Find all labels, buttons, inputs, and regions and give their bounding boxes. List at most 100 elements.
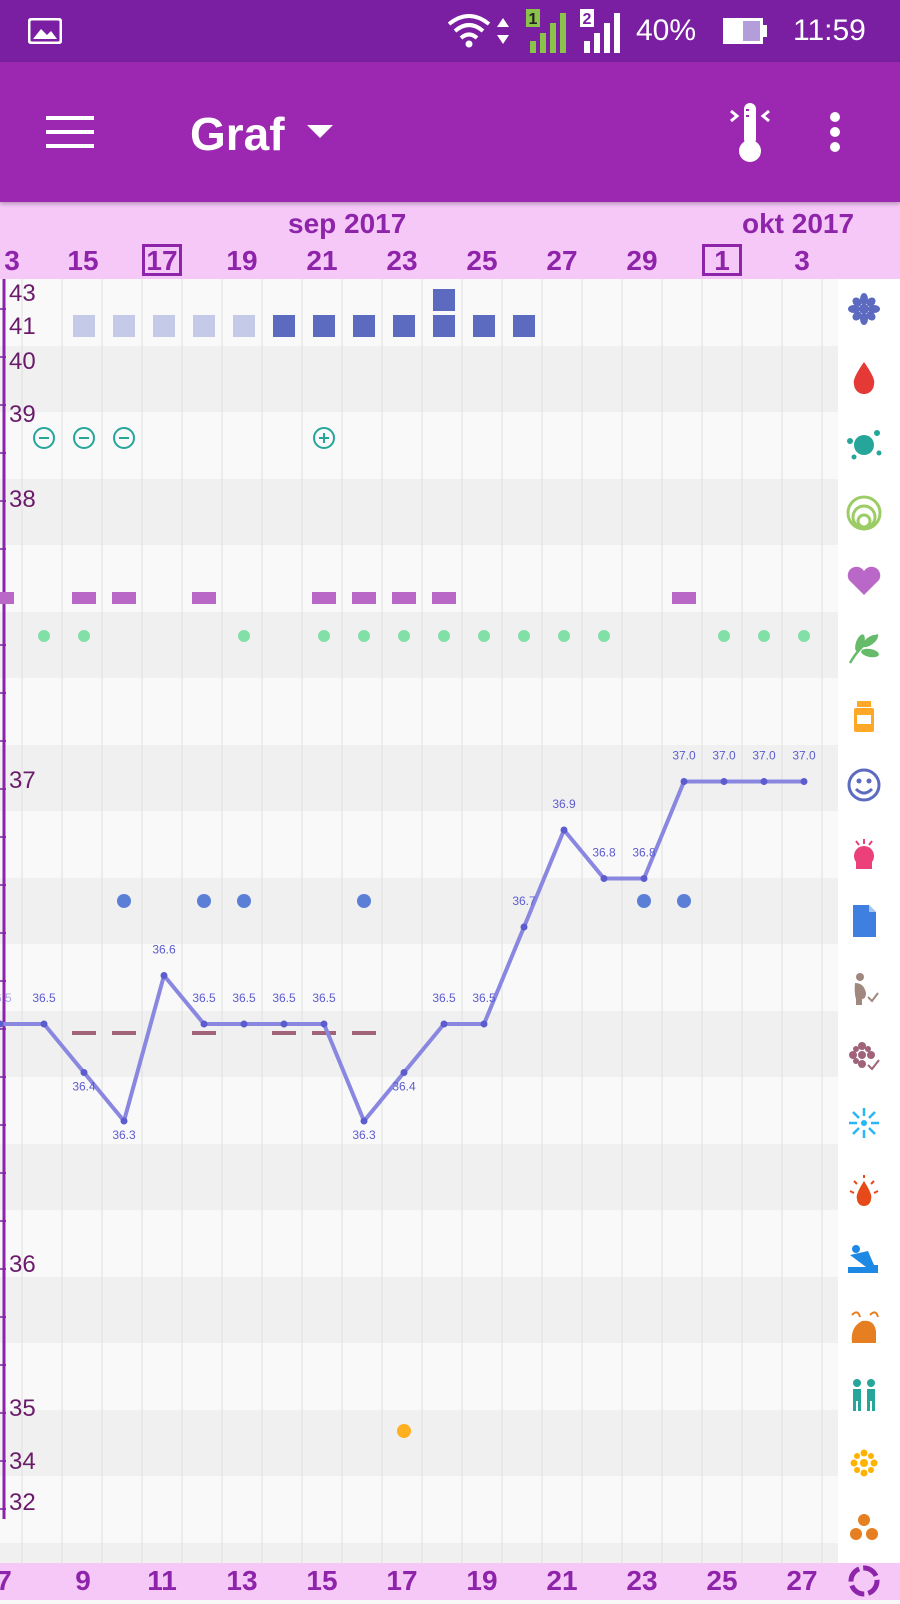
month-label: okt 2017 bbox=[742, 208, 855, 239]
symptom-dot bbox=[38, 630, 50, 642]
chevron-down-icon[interactable] bbox=[300, 117, 340, 147]
note-icon bbox=[853, 905, 876, 937]
chart-band bbox=[0, 412, 838, 479]
temperature-point bbox=[560, 826, 568, 834]
symptom-dot bbox=[598, 630, 610, 642]
clock: 11:59 bbox=[793, 14, 866, 47]
temperature-label: 37.0 bbox=[752, 749, 776, 763]
chart-band bbox=[0, 1210, 838, 1277]
bleeding-light-marker bbox=[113, 315, 135, 337]
symptom-dot bbox=[758, 630, 770, 642]
bleeding-light-marker bbox=[233, 315, 255, 337]
day-label: 15 bbox=[306, 1565, 338, 1596]
thermometer-icon[interactable] bbox=[715, 98, 785, 168]
intercourse-marker bbox=[192, 592, 216, 604]
intercourse-marker bbox=[312, 592, 336, 604]
today-day-label: 17 bbox=[142, 244, 182, 276]
cycle-chart[interactable]: 43 41 40 39 38 37 36 35 34 32 36.5 36.5 36.4 36.3 36.6… bbox=[0, 279, 838, 1563]
chart-band bbox=[0, 1011, 838, 1077]
chart-svg[interactable]: 43 41 40 39 38 37 36 35 34 32 36.5 36.5 36.4 36.3 36.6… bbox=[0, 279, 838, 1563]
mood-dot bbox=[357, 894, 371, 908]
y-axis-label: 32 bbox=[9, 1489, 36, 1516]
drop-pain-icon bbox=[849, 1175, 879, 1206]
y-axis-label: 34 bbox=[9, 1448, 36, 1475]
bleeding-light-marker bbox=[193, 315, 215, 337]
couple-icon bbox=[853, 1379, 875, 1411]
pill-bottle-icon bbox=[854, 701, 874, 732]
symptom-dot bbox=[798, 630, 810, 642]
page-title[interactable]: Graf bbox=[190, 108, 285, 160]
battery-icon bbox=[722, 0, 768, 62]
temperature-label: 36.5 bbox=[32, 991, 56, 1005]
sparkle-icon bbox=[849, 1108, 879, 1138]
flower-check-icon bbox=[849, 1042, 880, 1071]
temperature-label: 36.6 bbox=[152, 943, 176, 957]
temperature-point bbox=[200, 1020, 208, 1028]
cycle-ring-icon bbox=[846, 1563, 882, 1599]
hamburger-menu-icon[interactable] bbox=[30, 102, 110, 162]
symptom-dot bbox=[318, 630, 330, 642]
chart-band bbox=[0, 1410, 838, 1476]
temperature-point bbox=[400, 1069, 408, 1076]
chart-band bbox=[0, 479, 838, 545]
day-label: 23 bbox=[386, 245, 418, 276]
y-axis-label: 39 bbox=[9, 401, 36, 428]
legend-column bbox=[838, 279, 900, 1563]
day-label: 25 bbox=[466, 245, 498, 276]
month-label: sep 2017 bbox=[288, 208, 407, 239]
bleeding-heavy-marker bbox=[353, 315, 375, 337]
bleeding-heavy-marker bbox=[273, 315, 295, 337]
intercourse-marker bbox=[672, 592, 696, 604]
bleeding-heavy-marker bbox=[513, 315, 535, 337]
day-label: 3 bbox=[4, 245, 20, 276]
temperature-label: 36.5 bbox=[272, 991, 296, 1005]
y-axis-label: 37 bbox=[9, 767, 36, 794]
bottom-date-axis: 7 9 11 13 15 17 19 21 23 25 27 bbox=[0, 1563, 900, 1600]
chart-band bbox=[0, 1277, 838, 1343]
leaves-icon bbox=[848, 633, 879, 664]
flower-icon bbox=[848, 293, 880, 325]
app-bar: Graf bbox=[0, 62, 900, 202]
temperature-label: 37.0 bbox=[672, 749, 696, 763]
svg-text:2: 2 bbox=[583, 11, 592, 28]
temperature-label: 37.0 bbox=[712, 749, 736, 763]
symptom-dot bbox=[718, 630, 730, 642]
y-axis-label: 38 bbox=[9, 486, 36, 513]
day-label: 19 bbox=[466, 1565, 498, 1596]
chart-band bbox=[0, 279, 838, 346]
temperature-point bbox=[120, 1117, 128, 1125]
temperature-point bbox=[320, 1020, 328, 1028]
y-axis-label: 40 bbox=[9, 348, 36, 375]
temperature-point bbox=[720, 778, 728, 785]
temperature-label: 36.5 bbox=[472, 991, 496, 1005]
symptom-dot bbox=[518, 630, 530, 642]
temperature-label: 37.0 bbox=[792, 749, 816, 763]
bleeding-heavy-marker bbox=[433, 315, 455, 337]
day-label: 13 bbox=[226, 1565, 258, 1596]
temperature-point bbox=[240, 1020, 248, 1028]
bleeding-heavy-marker bbox=[313, 315, 335, 337]
temperature-point bbox=[360, 1117, 368, 1125]
temperature-point bbox=[80, 1069, 88, 1076]
temperature-point bbox=[600, 875, 608, 882]
chart-band bbox=[0, 678, 838, 745]
y-axis-label: 41 bbox=[9, 313, 36, 340]
gallery-notification-icon bbox=[28, 0, 62, 62]
temperature-point bbox=[480, 1020, 488, 1028]
temperature-label: 36.4 bbox=[392, 1080, 416, 1094]
temperature-label: 36.5 bbox=[312, 991, 336, 1005]
bleeding-light-marker bbox=[153, 315, 175, 337]
mood-dot bbox=[117, 894, 131, 908]
temperature-point bbox=[280, 1020, 288, 1028]
more-vert-icon[interactable] bbox=[810, 102, 860, 162]
test-negative-marker bbox=[113, 427, 135, 449]
month-start-day-label: 1 bbox=[702, 244, 742, 276]
svg-text:1: 1 bbox=[529, 11, 538, 28]
date-header: sep 2017 okt 2017 3 15 17 19 21 23 25 27… bbox=[0, 202, 900, 279]
temperature-point bbox=[520, 923, 528, 931]
temperature-label: 36.5 bbox=[0, 991, 12, 1005]
chart-band bbox=[0, 1144, 838, 1210]
test-negative-marker bbox=[33, 427, 55, 449]
symptom-dot bbox=[238, 630, 250, 642]
heart-icon bbox=[847, 566, 881, 595]
